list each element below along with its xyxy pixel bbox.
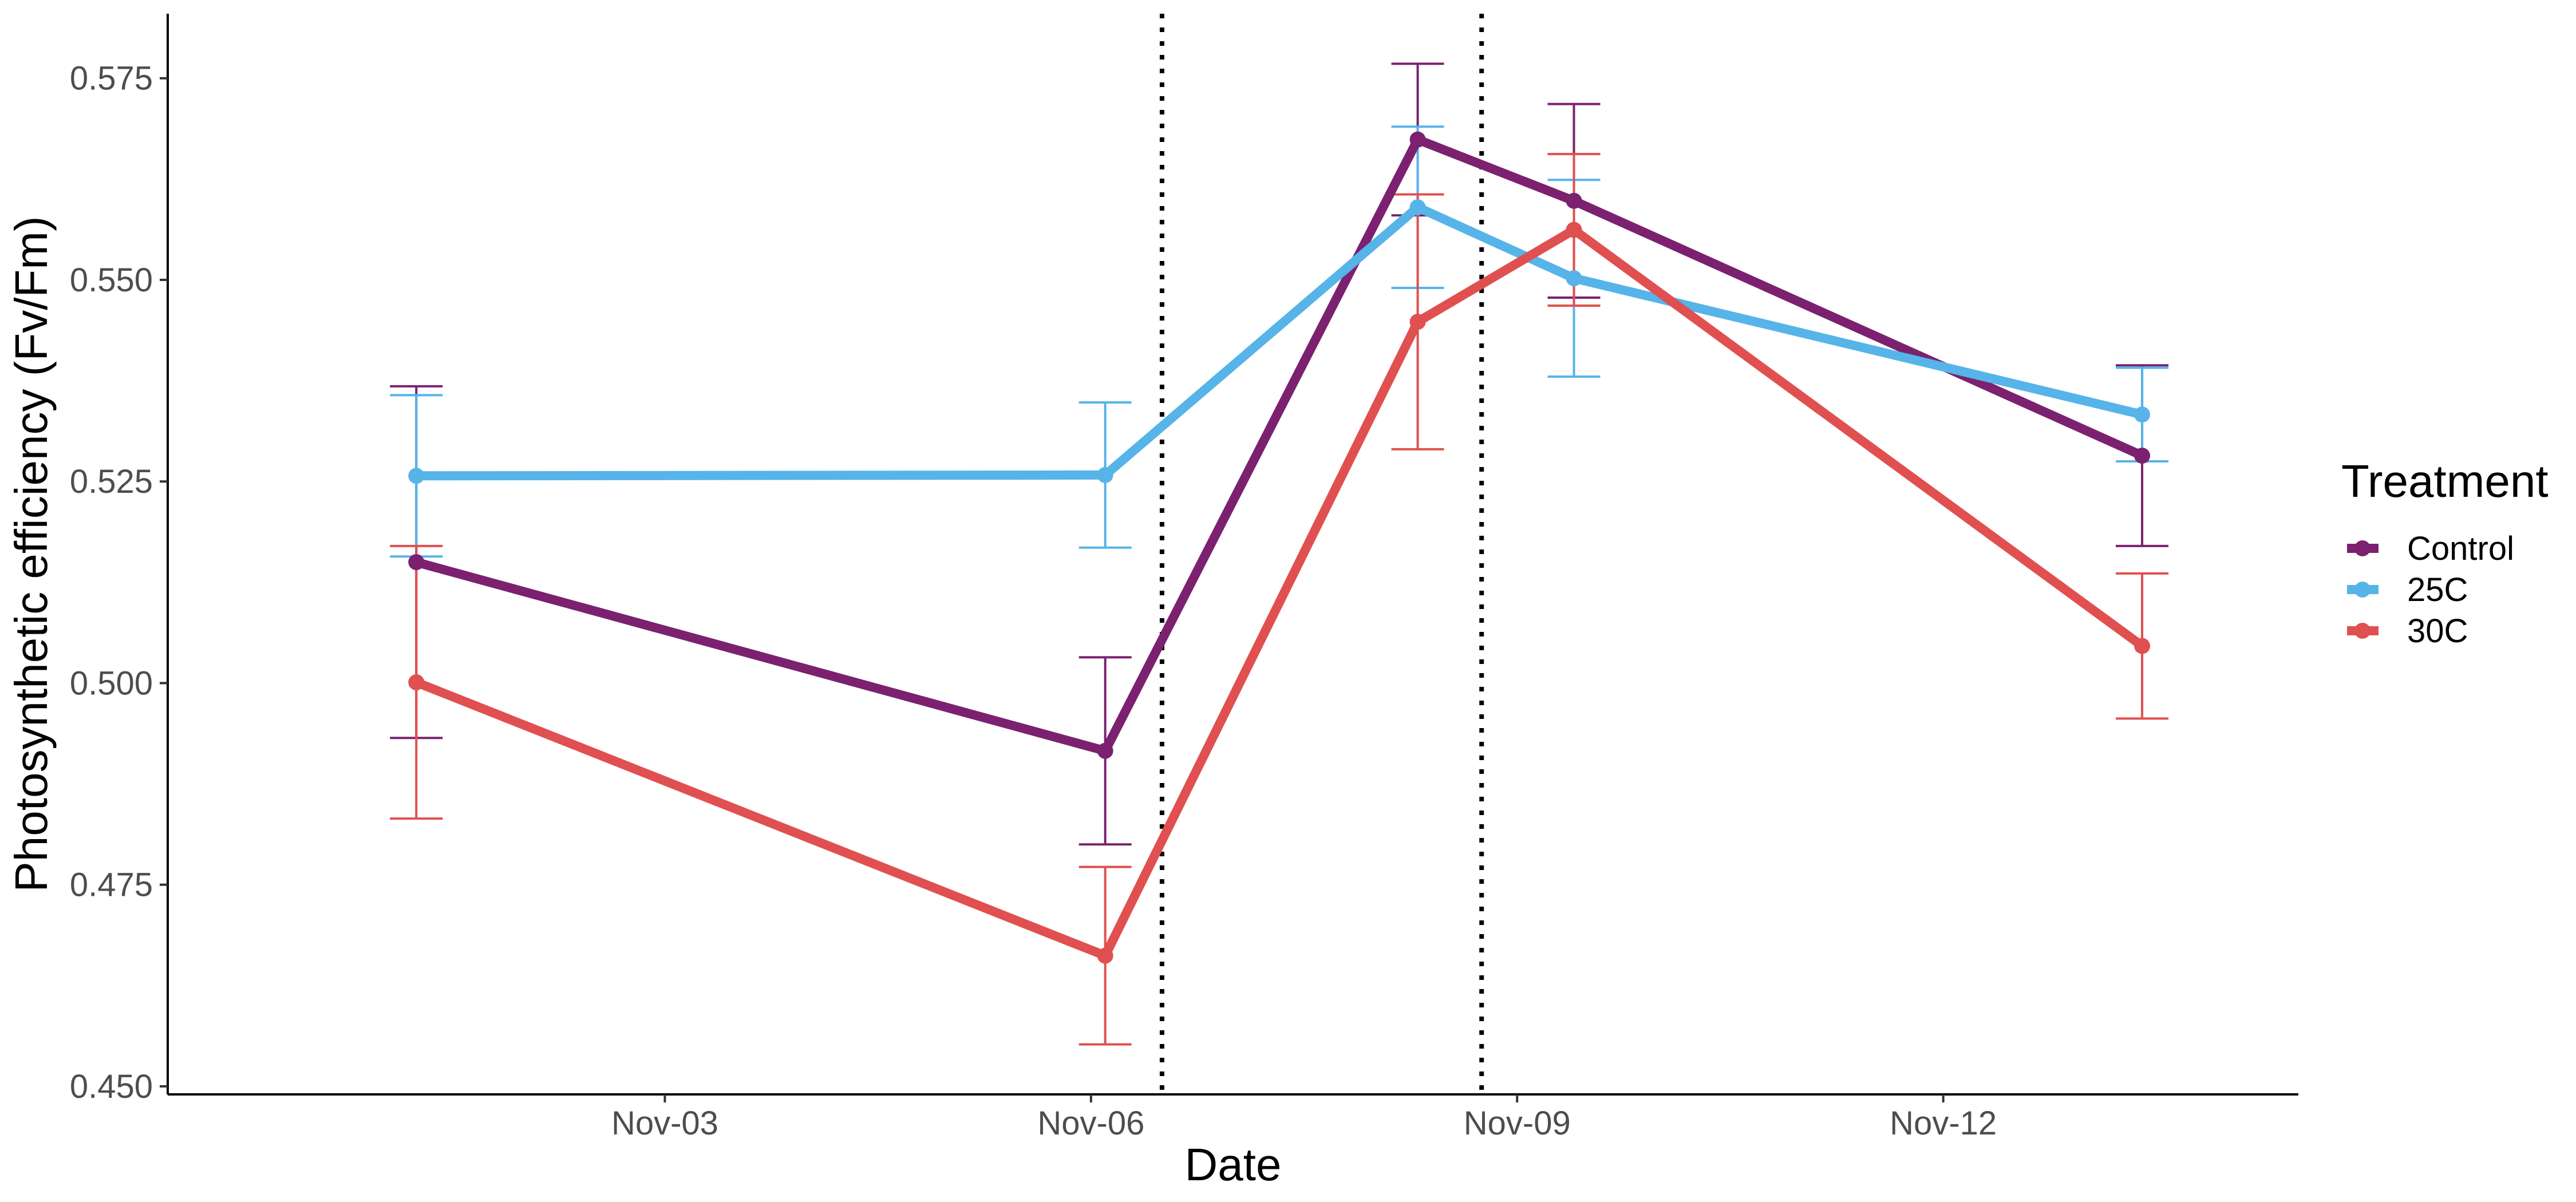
- x-tick-label: Nov-06: [1037, 1105, 1144, 1142]
- series-line-control: [415, 135, 2144, 756]
- legend-item-control: Control: [2347, 530, 2514, 567]
- series-lines: [414, 135, 2145, 960]
- data-point-control: [1409, 131, 1426, 148]
- x-tick-label: Nov-03: [611, 1105, 718, 1142]
- data-point-30c: [1566, 222, 1582, 238]
- legend-marker-25c: [2354, 582, 2370, 598]
- y-axis-title: Photosynthetic efficiency (Fv/Fm): [6, 216, 57, 892]
- legend-marker-control: [2354, 540, 2370, 556]
- legend-label-25c: 25C: [2407, 571, 2468, 608]
- data-point-25c: [1566, 270, 1582, 287]
- y-tick-label: 0.575: [70, 60, 153, 97]
- error-bars: [390, 62, 2169, 1046]
- data-point-30c: [1097, 947, 1113, 964]
- reference-lines: [1159, 14, 1484, 1094]
- tick-labels: 0.450 0.475 0.500 0.525 0.550 0.575 Nov-03 Nov-…: [70, 60, 1997, 1142]
- legend-label-control: Control: [2407, 530, 2514, 567]
- data-point-25c: [1409, 199, 1426, 216]
- axes: [167, 14, 2298, 1096]
- data-point-30c: [408, 674, 425, 691]
- series-points: [408, 131, 2151, 964]
- y-tick-label: 0.550: [70, 262, 153, 299]
- data-point-30c: [1409, 314, 1426, 330]
- data-point-25c: [1097, 466, 1113, 483]
- legend-marker-30c: [2354, 623, 2370, 639]
- legend-title: Treatment: [2341, 456, 2549, 507]
- data-point-30c: [2134, 638, 2151, 654]
- data-point-control: [1097, 742, 1113, 759]
- legend-item-30c: 30C: [2347, 612, 2468, 650]
- x-tick-label: Nov-12: [1890, 1105, 1997, 1142]
- legend-item-25c: 25C: [2347, 571, 2468, 608]
- y-tick-label: 0.500: [70, 665, 153, 702]
- data-point-control: [2134, 448, 2151, 464]
- legend: Treatment Control 25C 30C: [2341, 456, 2549, 650]
- data-point-25c: [2134, 406, 2151, 423]
- x-axis-title: Date: [1185, 1139, 1282, 1190]
- data-point-25c: [408, 468, 425, 484]
- y-tick-label: 0.525: [70, 463, 153, 500]
- tick-marks: [160, 77, 1945, 1102]
- data-point-control: [408, 554, 425, 571]
- y-tick-label: 0.475: [70, 867, 153, 904]
- legend-label-30c: 30C: [2407, 612, 2468, 650]
- data-point-control: [1566, 192, 1582, 209]
- y-tick-label: 0.450: [70, 1068, 153, 1105]
- x-tick-label: Nov-09: [1464, 1105, 1571, 1142]
